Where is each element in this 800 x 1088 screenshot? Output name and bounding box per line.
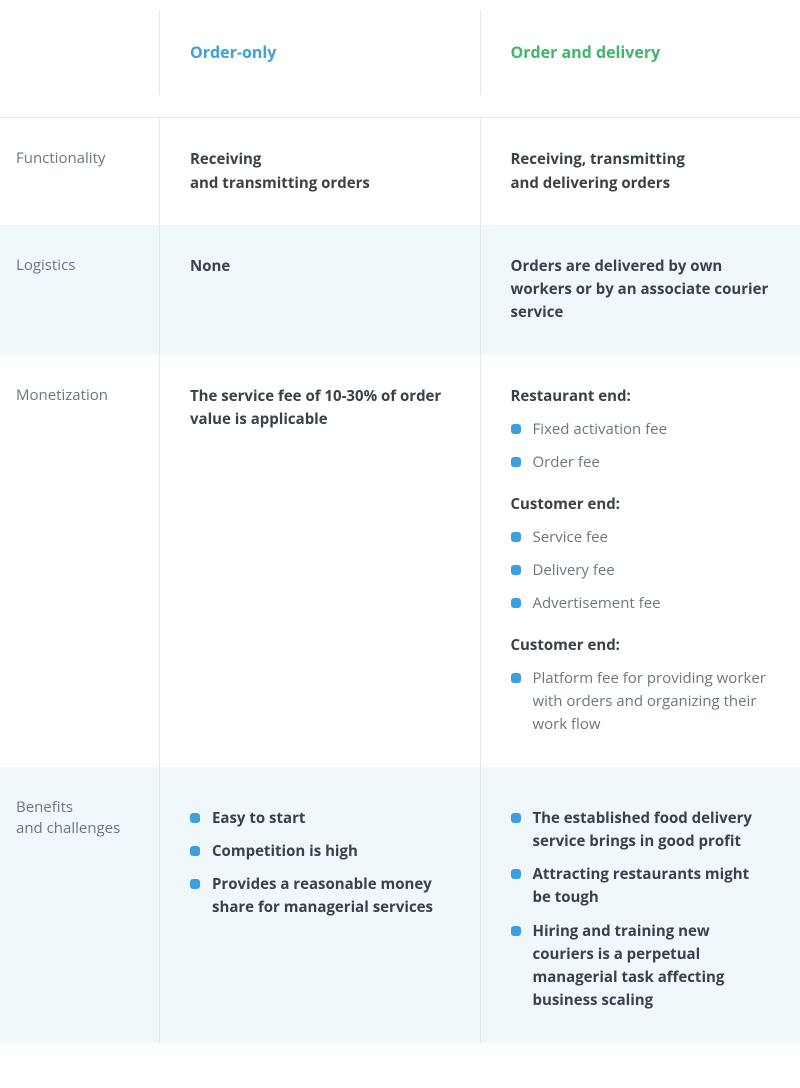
row-functionality: Functionality Receivingand transmitting …: [0, 118, 800, 225]
subheading: Restaurant end:: [511, 385, 771, 408]
row-benefits: Benefitsand challenges Easy to start Com…: [0, 767, 800, 1043]
list-item: Attracting restaurants might be tough: [511, 863, 771, 910]
list-item: Hiring and training new couriers is a pe…: [511, 920, 771, 1013]
list-item: Easy to start: [190, 807, 450, 830]
monetization-order-and-delivery: Restaurant end: Fixed activation fee Ord…: [481, 355, 800, 767]
list-item: The established food delivery service br…: [511, 807, 771, 854]
list-item: Advertisement fee: [511, 592, 771, 615]
logistics-order-only: None: [160, 225, 481, 355]
list-item: Competition is high: [190, 840, 450, 863]
subheading: Customer end:: [511, 493, 771, 516]
bullet-list: Service fee Delivery fee Advertisement f…: [511, 526, 771, 616]
row-label: Logistics: [0, 225, 160, 355]
row-logistics: Logistics None Orders are delivered by o…: [0, 225, 800, 355]
monetization-order-only: The service fee of 10-30% of order value…: [160, 355, 481, 767]
row-label: Monetization: [0, 355, 160, 767]
header-empty-cell: [0, 10, 160, 95]
row-label: Functionality: [0, 118, 160, 225]
list-item: Platform fee for providing worker with o…: [511, 667, 771, 737]
list-item: Fixed activation fee: [511, 418, 771, 441]
logistics-order-and-delivery: Orders are delivered by own workers or b…: [481, 225, 800, 355]
header-order-and-delivery: Order and delivery: [481, 10, 800, 95]
row-monetization: Monetization The service fee of 10-30% o…: [0, 355, 800, 767]
bullet-list: Fixed activation fee Order fee: [511, 418, 771, 475]
header-order-and-delivery-label: Order and delivery: [511, 41, 661, 63]
bullet-list: Platform fee for providing worker with o…: [511, 667, 771, 737]
bullet-list: Easy to start Competition is high Provid…: [190, 807, 450, 920]
functionality-order-only: Receivingand transmitting orders: [160, 118, 481, 225]
header-row: Order-only Order and delivery: [0, 0, 800, 118]
functionality-order-and-delivery: Receiving, transmittingand delivering or…: [481, 118, 800, 225]
list-item: Provides a reasonable money share for ma…: [190, 873, 450, 920]
bullet-list: The established food delivery service br…: [511, 807, 771, 1013]
subheading: Customer end:: [511, 634, 771, 657]
list-item: Service fee: [511, 526, 771, 549]
benefits-order-and-delivery: The established food delivery service br…: [481, 767, 800, 1043]
header-order-only: Order-only: [160, 10, 481, 95]
benefits-order-only: Easy to start Competition is high Provid…: [160, 767, 481, 1043]
header-order-only-label: Order-only: [190, 41, 276, 63]
list-item: Delivery fee: [511, 559, 771, 582]
row-label: Benefitsand challenges: [0, 767, 160, 1043]
comparison-table: Order-only Order and delivery Functional…: [0, 0, 800, 1043]
list-item: Order fee: [511, 451, 771, 474]
